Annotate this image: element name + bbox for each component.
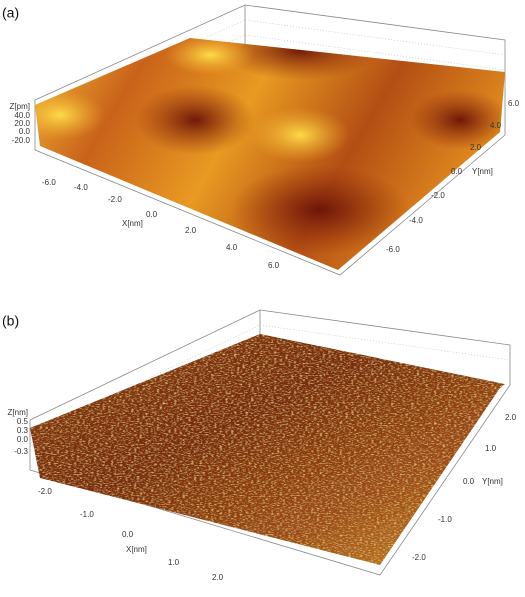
axis-title: Z[pm] <box>10 102 30 111</box>
tick-label: 0.0 <box>451 167 463 176</box>
tick-label: -1.0 <box>438 515 452 524</box>
tick-label: -1.0 <box>80 510 94 519</box>
tick-label: -2.0 <box>38 487 52 496</box>
tick-label: 2.0 <box>185 226 197 235</box>
tick-label: -6.0 <box>386 245 400 254</box>
tick-label: 2.0 <box>212 573 224 582</box>
tick-label: 2.0 <box>470 143 482 152</box>
tick-label: -2.0 <box>412 553 426 562</box>
tick-label: 0.0 <box>463 477 475 486</box>
tick-label: 4.0 <box>490 121 502 130</box>
tick-label: 0.5 <box>17 417 29 426</box>
panel-label: (b) <box>2 313 19 329</box>
tick-label: 6.0 <box>508 99 520 108</box>
tick-label: -4.0 <box>409 216 423 225</box>
axis-title: X[nm] <box>122 219 143 228</box>
tick-label: 20.0 <box>14 119 30 128</box>
axis-title: Y[nm] <box>482 477 503 486</box>
tick-label: 4.0 <box>226 243 238 252</box>
axis-title: X[nm] <box>126 545 147 554</box>
tick-label: -4.0 <box>74 183 88 192</box>
tick-label: -2.0 <box>431 191 445 200</box>
surface-b <box>30 334 505 565</box>
axis-title: Y[nm] <box>472 167 493 176</box>
tick-label: 1.0 <box>485 444 497 453</box>
panel-label: (a) <box>2 5 19 21</box>
tick-label: 6.0 <box>268 261 280 270</box>
axis-title: Z[nm] <box>8 408 28 417</box>
tick-label: 40.0 <box>14 111 30 120</box>
tick-label: -2.0 <box>108 195 122 204</box>
tick-label: 0.0 <box>17 435 29 444</box>
tick-label: 0.0 <box>19 127 31 136</box>
tick-label: 0.3 <box>17 426 29 435</box>
frame-a <box>34 4 506 276</box>
tick-label: 2.0 <box>505 413 517 422</box>
tick-label: -20.0 <box>12 136 31 145</box>
tick-label: 0.0 <box>122 530 134 539</box>
surface-a <box>35 38 505 270</box>
tick-label: -6.0 <box>42 178 56 187</box>
tick-label: -0.3 <box>14 447 28 456</box>
tick-label: 0.0 <box>146 210 158 219</box>
tick-label: 1.0 <box>168 558 180 567</box>
